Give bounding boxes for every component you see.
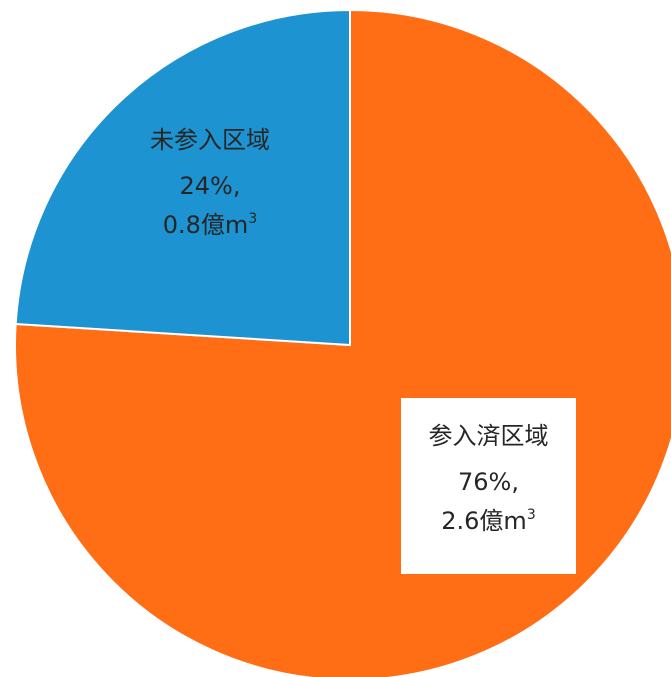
volume-unit-superscript: 3 (248, 211, 258, 227)
slice-label-not-participated: 未参入区域 24%, 0.8億m3 (110, 124, 310, 237)
slice-percent: 24%, (179, 172, 241, 200)
slice-volume: 0.8億m3 (110, 212, 310, 237)
slice-name: 未参入区域 (150, 126, 270, 154)
slice-name: 参入済区域 (428, 422, 549, 450)
slice-volume: 2.6億m3 (401, 508, 576, 533)
slice-volume-value: 0.8億m (162, 211, 249, 239)
volume-unit-superscript: 3 (526, 507, 536, 523)
slice-volume-value: 2.6億m (441, 507, 527, 535)
slice-not-participated (14, 8, 351, 347)
slice-label-participated: 参入済区域 76%, 2.6億m3 (401, 398, 576, 574)
slice-percent: 76%, (458, 468, 519, 496)
